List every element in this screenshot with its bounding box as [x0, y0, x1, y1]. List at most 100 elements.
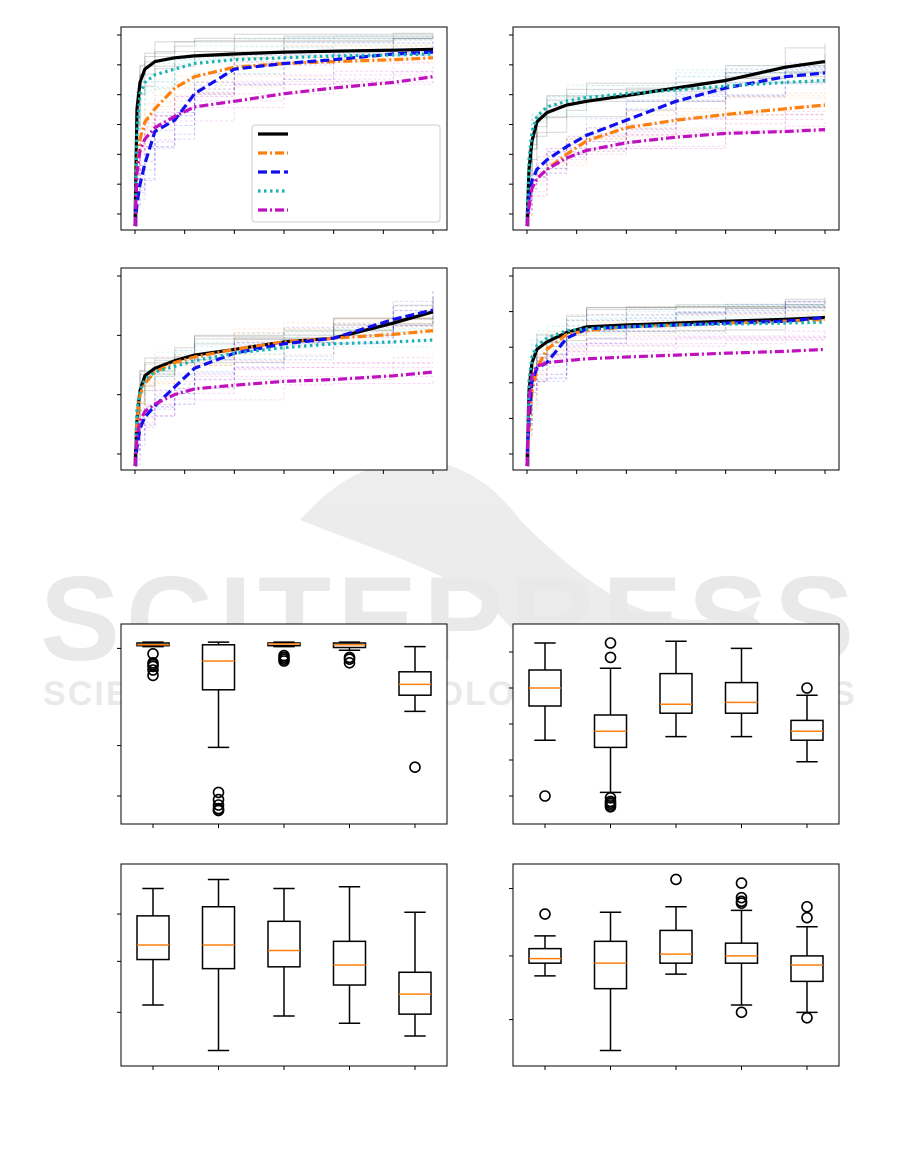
- run-line: [527, 87, 826, 227]
- run-line: [527, 309, 825, 467]
- outlier-point: [735, 897, 748, 909]
- chart-panel-5: [117, 623, 448, 828]
- run-line: [135, 38, 433, 227]
- series-line-5: [525, 128, 826, 227]
- outlier-point: [801, 682, 813, 694]
- outlier-point: [670, 873, 682, 886]
- series-line-4: [133, 338, 434, 467]
- outlier-point: [409, 761, 421, 774]
- box-3: [659, 929, 693, 964]
- plot-frame: [512, 26, 840, 231]
- chart-panel-3: [117, 267, 448, 474]
- box-4: [724, 942, 759, 964]
- run-line: [135, 58, 433, 227]
- run-line: [135, 42, 433, 227]
- plot-frame: [120, 623, 448, 825]
- run-line: [135, 36, 433, 227]
- run-line: [527, 72, 825, 227]
- run-line: [135, 64, 434, 227]
- outlier-point: [343, 656, 356, 669]
- run-line: [135, 380, 434, 467]
- outlier-point: [539, 790, 551, 802]
- outlier-point: [604, 791, 617, 804]
- outlier-point: [735, 877, 748, 889]
- run-line: [135, 43, 434, 227]
- outlier-point: [539, 908, 551, 920]
- run-line: [135, 297, 434, 467]
- run-line: [135, 45, 433, 227]
- run-line: [135, 54, 433, 227]
- run-line: [527, 73, 826, 227]
- outlier-point: [147, 669, 159, 682]
- run-line: [135, 34, 434, 227]
- plot-frame: [512, 267, 840, 471]
- legend: [251, 124, 441, 223]
- chart-panel-7: [117, 863, 448, 1070]
- run-line: [135, 367, 433, 467]
- run-line: [135, 37, 433, 227]
- plot-frame: [120, 267, 448, 471]
- series-line-4: [525, 320, 826, 467]
- outlier-point: [212, 799, 225, 811]
- run-line: [527, 43, 826, 227]
- charts: [117, 26, 840, 1070]
- chart-panel-1: [117, 26, 448, 234]
- run-line: [527, 299, 826, 467]
- run-line: [527, 301, 825, 467]
- outlier-point: [278, 655, 290, 667]
- run-line: [135, 317, 433, 467]
- outlier-point: [212, 793, 225, 806]
- run-line: [527, 114, 825, 227]
- series-line-3: [525, 71, 826, 227]
- chart-panel-2: [509, 26, 840, 234]
- outlier-point: [212, 804, 225, 817]
- box-3: [267, 920, 301, 968]
- box-5: [790, 955, 824, 983]
- run-line: [527, 314, 825, 467]
- outlier-point: [801, 1011, 813, 1024]
- outlier-point: [343, 653, 356, 666]
- run-line: [527, 303, 826, 467]
- series-line-3: [133, 50, 434, 227]
- run-line: [135, 291, 434, 467]
- box-5: [790, 719, 824, 741]
- box-2: [201, 906, 236, 970]
- run-line: [527, 301, 826, 467]
- run-line: [527, 92, 825, 227]
- series-line-2: [133, 329, 434, 467]
- outlier-point: [801, 900, 813, 913]
- run-line: [527, 300, 826, 467]
- run-line: [135, 312, 434, 467]
- outlier-point: [735, 1006, 748, 1019]
- run-line: [527, 76, 825, 227]
- run-line: [527, 65, 825, 227]
- series-line-4: [133, 52, 434, 227]
- outlier-point: [147, 664, 159, 676]
- series-line-5: [525, 347, 826, 467]
- box-3: [659, 672, 693, 714]
- run-line: [135, 55, 433, 227]
- run-line: [135, 39, 433, 227]
- outlier-point: [212, 786, 225, 799]
- outlier-point: [801, 911, 813, 924]
- box-4: [332, 940, 367, 986]
- series-line-5: [133, 370, 434, 467]
- run-line: [135, 375, 434, 467]
- run-line: [135, 326, 433, 467]
- series-line-1: [525, 315, 826, 467]
- chart-panel-8: [509, 863, 840, 1070]
- box-4: [724, 681, 759, 714]
- legend-box: [251, 124, 441, 223]
- outlier-point: [604, 800, 617, 813]
- run-line: [527, 65, 825, 227]
- box-2: [201, 644, 236, 691]
- box-1: [136, 915, 170, 961]
- run-line: [135, 328, 434, 467]
- run-line: [135, 35, 433, 227]
- run-line: [527, 301, 826, 467]
- series-line-1: [525, 60, 826, 227]
- box-5: [398, 971, 432, 1015]
- chart-panel-4: [509, 267, 840, 474]
- run-line: [527, 118, 825, 227]
